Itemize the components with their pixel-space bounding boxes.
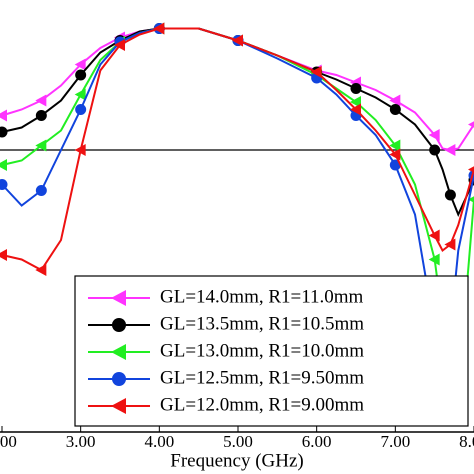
x-tick-label: 7.00 xyxy=(380,432,410,451)
series-line xyxy=(1,27,474,272)
marker xyxy=(310,66,322,78)
marker xyxy=(114,39,125,51)
marker xyxy=(468,166,474,173)
x-tick-label: 5.00 xyxy=(223,432,253,451)
marker xyxy=(75,104,87,115)
marker xyxy=(35,139,47,152)
legend-label: GL=12.5mm, R1=9.50mm xyxy=(160,367,364,388)
marker xyxy=(35,185,47,196)
marker xyxy=(0,109,7,122)
marker xyxy=(0,249,7,261)
marker xyxy=(153,22,165,35)
marker xyxy=(74,88,86,101)
marker xyxy=(0,159,7,171)
marker xyxy=(444,189,456,201)
marker xyxy=(389,104,401,115)
legend-marker xyxy=(111,398,126,414)
legend-label: GL=14.0mm, R1=11.0mm xyxy=(160,286,364,307)
marker xyxy=(389,148,401,161)
marker xyxy=(429,144,441,156)
legend: GL=14.0mm, R1=11.0mm GL=13.5mm, R1=10.5mm… xyxy=(74,275,469,427)
legend-label: GL=13.5mm, R1=10.5mm xyxy=(160,313,364,334)
marker xyxy=(444,144,456,156)
x-tick-label: 4.00 xyxy=(144,432,174,451)
series-line xyxy=(1,27,474,152)
marker xyxy=(0,126,8,138)
marker xyxy=(0,179,8,190)
marker xyxy=(468,196,474,203)
legend-marker xyxy=(111,290,126,306)
x-tick-label: 2.00 xyxy=(0,432,17,451)
x-axis-label: Frequency (GHz) xyxy=(170,450,303,471)
x-tick-label: 3.00 xyxy=(66,432,96,451)
marker xyxy=(389,139,401,152)
legend-label: GL=12.0mm, R1=9.00mm xyxy=(160,394,364,415)
marker xyxy=(350,83,362,94)
marker xyxy=(428,129,440,141)
marker xyxy=(75,69,87,81)
marker xyxy=(35,110,47,121)
x-tick-label: 6.00 xyxy=(302,432,332,451)
legend-marker xyxy=(112,372,126,386)
marker xyxy=(428,229,440,242)
marker xyxy=(389,94,401,107)
legend-marker xyxy=(112,318,126,332)
marker xyxy=(444,238,456,251)
x-tick-label: 8.00 xyxy=(459,432,474,451)
marker xyxy=(350,103,361,116)
marker xyxy=(232,34,243,47)
marker xyxy=(35,264,47,276)
marker xyxy=(468,121,474,128)
marker xyxy=(35,94,47,107)
marker xyxy=(74,144,86,156)
legend-marker xyxy=(111,344,126,360)
legend-label: GL=13.0mm, R1=10.0mm xyxy=(160,340,364,361)
marker xyxy=(74,58,86,71)
series xyxy=(0,22,474,276)
marker xyxy=(428,253,440,266)
